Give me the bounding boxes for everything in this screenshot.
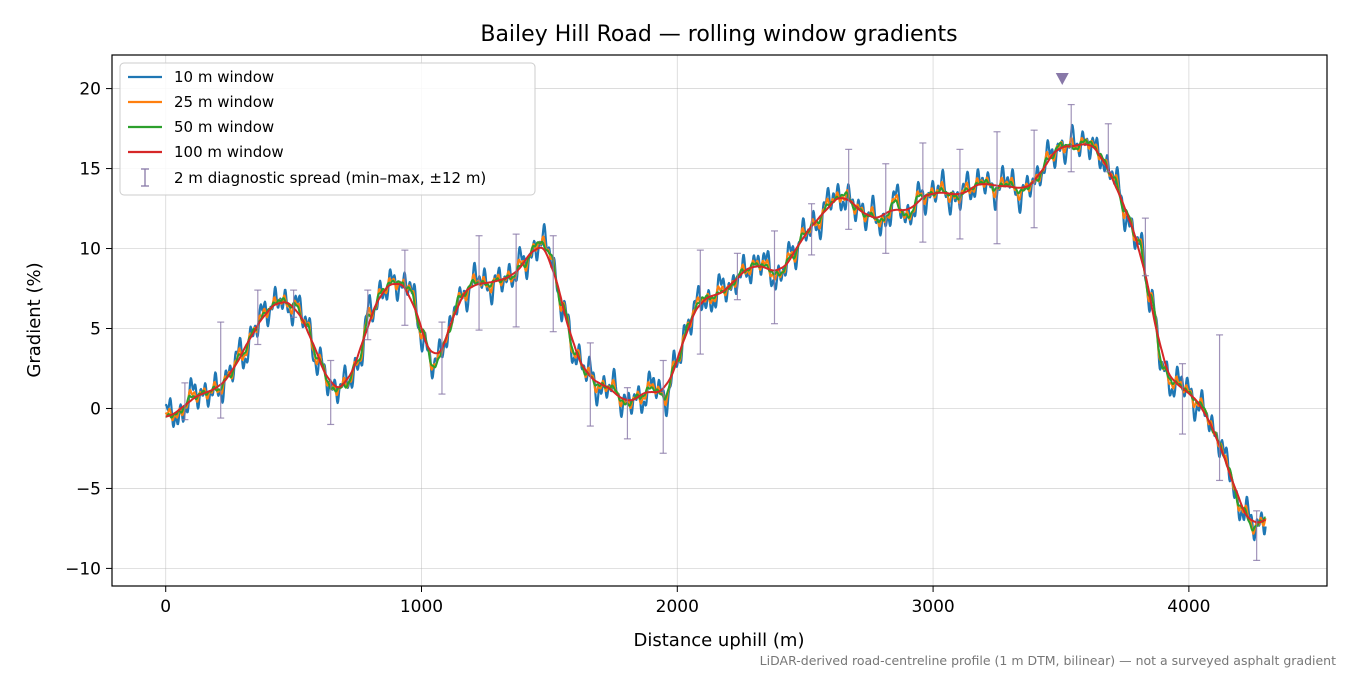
legend: 10 m window 25 m window 50 m window 100 …: [119, 62, 536, 196]
error-bar: [993, 131, 1001, 245]
y-tick-label: 10: [79, 240, 101, 260]
error-bar: [1253, 510, 1261, 562]
y-tick-label: −10: [65, 559, 101, 579]
peak-marker-icon: [1055, 72, 1069, 85]
legend-label-10m: 10 m window: [174, 68, 274, 86]
error-bar: [475, 235, 483, 331]
plot-frame: [111, 54, 1328, 587]
series-line-100m: [165, 143, 1267, 524]
x-tick-label: 4000: [1167, 597, 1210, 617]
error-bar: [1067, 103, 1075, 173]
error-bar: [549, 235, 557, 333]
legend-box: [119, 62, 536, 196]
x-tick-label: 2000: [656, 597, 699, 617]
error-bar: [512, 233, 520, 328]
y-tick-label: 0: [90, 399, 101, 419]
legend-label-50m: 50 m window: [174, 118, 274, 136]
error-bar: [327, 359, 335, 426]
error-bar: [1216, 334, 1224, 482]
error-bar: [1178, 363, 1186, 435]
error-bar: [438, 321, 446, 395]
y-tick-label: 15: [79, 160, 101, 180]
error-bar: [364, 289, 372, 341]
error-bar: [586, 342, 594, 427]
axis-ticks: 0 1000 2000 3000 4000 −10 −5 0 5 10 15 20: [65, 80, 1210, 617]
error-bar: [882, 163, 890, 254]
error-bars: [181, 103, 1261, 562]
y-tick-label: 5: [90, 319, 101, 339]
chart-title: Bailey Hill Road — rolling window gradie…: [480, 22, 957, 47]
series-lines: [164, 123, 1267, 542]
x-tick-label: 3000: [911, 597, 954, 617]
error-bar: [956, 148, 964, 240]
y-axis-label: Gradient (%): [24, 262, 45, 377]
y-tick-label: 20: [79, 80, 101, 100]
legend-label-errorbar: 2 m diagnostic spread (min–max, ±12 m): [174, 169, 486, 187]
error-bar: [659, 359, 667, 454]
error-bar: [770, 230, 778, 325]
error-bar: [290, 289, 298, 318]
error-bar: [1141, 217, 1149, 277]
error-bar: [919, 142, 927, 243]
error-bar: [181, 382, 189, 421]
error-bar: [733, 252, 741, 301]
legend-swatch-errorbar: [141, 168, 149, 187]
peak-marker-layer: [1055, 72, 1069, 85]
error-bar: [845, 148, 853, 230]
error-bar: [623, 387, 631, 440]
x-tick-label: 1000: [400, 597, 443, 617]
legend-label-100m: 100 m window: [174, 143, 284, 161]
y-tick-label: −5: [76, 479, 101, 499]
error-bar: [401, 249, 409, 326]
footnote: LiDAR-derived road-centreline profile (1…: [760, 653, 1336, 668]
error-bar: [1030, 129, 1038, 229]
x-tick-label: 0: [160, 597, 171, 617]
error-bar: [696, 249, 704, 355]
legend-label-25m: 25 m window: [174, 93, 274, 111]
error-bar: [808, 203, 816, 256]
error-bar: [1104, 123, 1112, 173]
error-bar: [254, 289, 262, 346]
error-bar: [217, 321, 225, 419]
x-axis-label: Distance uphill (m): [634, 630, 805, 651]
